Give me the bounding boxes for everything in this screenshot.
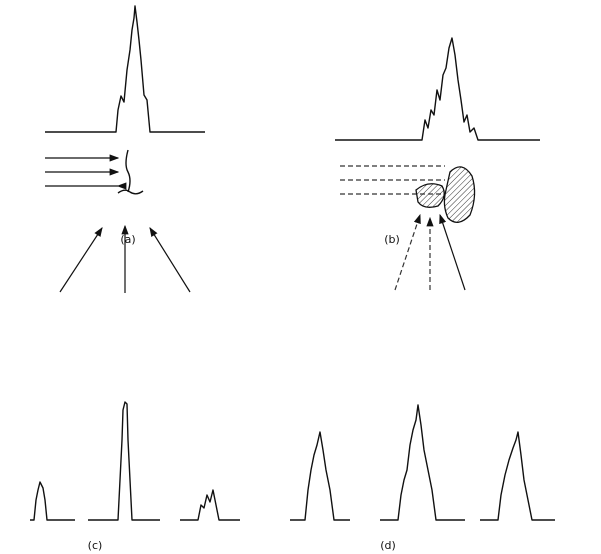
intensity-trace — [480, 432, 555, 520]
panel-label: (c) — [88, 539, 103, 552]
dashed-arrow — [395, 215, 420, 290]
intensity-trace — [180, 490, 240, 520]
panel-label: (d) — [380, 539, 396, 552]
panel-a: (a) — [45, 6, 205, 246]
arrow — [440, 215, 465, 290]
intensity-trace — [30, 482, 75, 520]
panel-d: (d) — [290, 184, 555, 552]
intensity-trace — [45, 6, 205, 132]
scatterer — [416, 184, 444, 208]
intensity-trace — [380, 405, 465, 520]
intensity-trace — [335, 38, 540, 140]
panel-label: (b) — [384, 233, 400, 246]
wavefront — [118, 190, 143, 194]
figure: (a) (b) (c) (d) — [0, 0, 601, 554]
intensity-trace — [290, 432, 350, 520]
intensity-trace — [88, 402, 160, 520]
wavefront — [126, 150, 130, 192]
arrow — [60, 228, 102, 292]
panel-b: (b) — [335, 38, 540, 246]
scatterer — [444, 167, 474, 222]
panel-label: (a) — [120, 233, 135, 246]
arrow — [150, 228, 190, 292]
